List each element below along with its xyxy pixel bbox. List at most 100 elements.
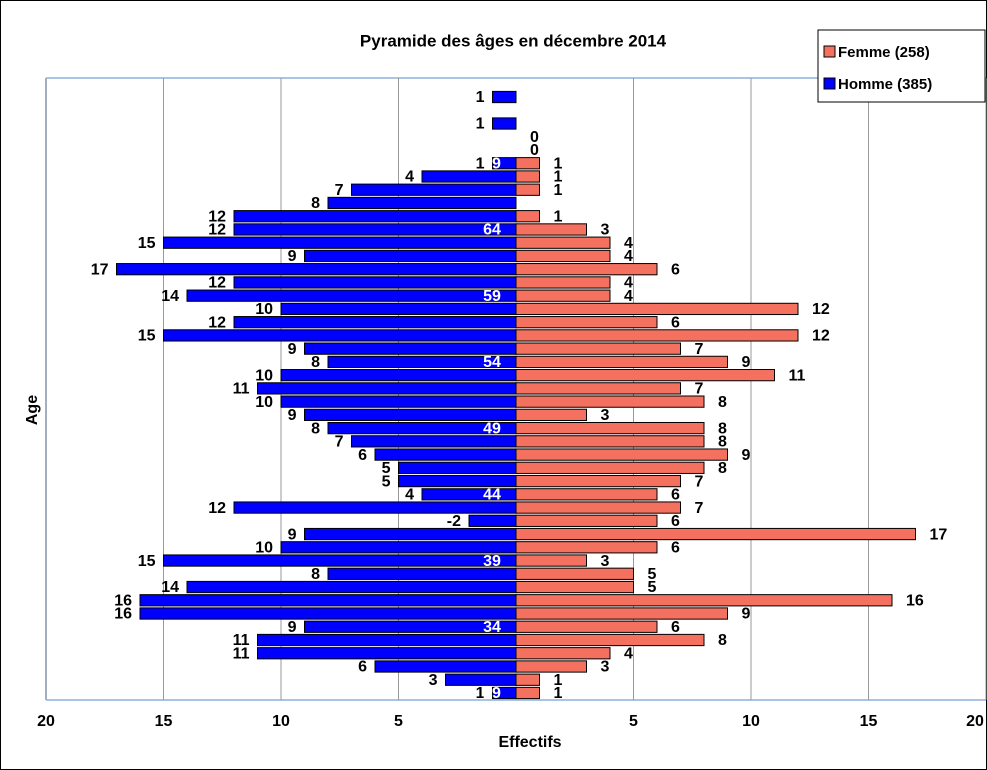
bar <box>515 421 705 435</box>
legend <box>817 29 986 103</box>
bar <box>515 594 893 607</box>
bar <box>421 488 517 501</box>
bar <box>257 633 517 647</box>
data-label: 17 <box>930 526 948 543</box>
data-label: 3 <box>601 553 610 570</box>
y-tick-label: 44 <box>483 487 501 504</box>
data-label: 0 <box>530 142 539 159</box>
data-label: 4 <box>624 288 633 305</box>
bar <box>515 567 634 580</box>
x-tick-label: 5 <box>629 713 638 730</box>
x-tick-label: 10 <box>272 713 290 730</box>
bar <box>186 580 517 594</box>
bar <box>515 686 540 700</box>
bar <box>304 408 517 421</box>
bar <box>163 554 517 567</box>
bar <box>374 448 517 461</box>
data-label: 6 <box>671 619 680 636</box>
data-label: 5 <box>382 460 391 477</box>
bar <box>515 249 611 263</box>
bar <box>515 395 705 408</box>
bar <box>515 170 540 183</box>
bar <box>515 408 587 421</box>
bar <box>515 263 658 276</box>
data-label: 3 <box>601 222 610 239</box>
data-label: 1 <box>476 89 485 106</box>
bar <box>421 170 517 183</box>
bar <box>515 236 611 249</box>
legend-swatch <box>823 77 836 90</box>
bar <box>515 448 728 461</box>
data-label: 14 <box>161 579 179 596</box>
data-label: 7 <box>695 341 704 358</box>
bar <box>233 210 517 223</box>
bar <box>233 223 517 236</box>
data-label: 12 <box>208 314 226 331</box>
data-label: 5 <box>382 473 391 490</box>
data-label: 9 <box>742 447 751 464</box>
bar <box>233 316 517 329</box>
data-label: 4 <box>405 169 414 186</box>
bar <box>515 514 658 527</box>
data-label: 8 <box>311 354 320 371</box>
data-label: 16 <box>906 592 924 609</box>
y-tick-label: 49 <box>483 420 501 437</box>
data-label: 6 <box>671 261 680 278</box>
data-label: 7 <box>335 434 344 451</box>
data-label: 6 <box>358 447 367 464</box>
data-label: 11 <box>789 367 806 384</box>
data-label: 7 <box>695 381 704 398</box>
data-label: 8 <box>718 460 727 477</box>
y-axis-label: Age <box>24 395 41 425</box>
bar <box>280 369 517 382</box>
bar <box>398 474 517 488</box>
bar <box>515 355 728 369</box>
bar <box>515 501 681 514</box>
y-tick-label: 69 <box>483 155 501 172</box>
data-label: 4 <box>624 275 633 292</box>
bar <box>515 527 916 541</box>
data-label: 6 <box>358 659 367 676</box>
bar <box>515 302 799 316</box>
data-label: 6 <box>671 513 680 530</box>
bar <box>327 355 517 369</box>
bar <box>398 461 517 474</box>
data-label: 9 <box>288 619 297 636</box>
bar <box>515 607 728 620</box>
data-label: 10 <box>255 394 273 411</box>
data-label: 1 <box>554 169 563 186</box>
data-label: 11 <box>233 632 250 649</box>
y-tick-label: 29 <box>483 685 501 702</box>
bar <box>304 342 517 355</box>
data-label: 4 <box>624 235 633 252</box>
bar <box>304 527 517 541</box>
legend-label: Homme (385) <box>838 76 932 93</box>
bar <box>304 249 517 263</box>
data-label: 4 <box>405 487 414 504</box>
y-tick-label: 59 <box>483 288 501 305</box>
bar <box>515 488 658 501</box>
bar <box>515 554 587 567</box>
data-label: 1 <box>554 208 563 225</box>
bar <box>515 647 611 660</box>
bar <box>492 686 517 700</box>
data-label: 1 <box>554 155 563 172</box>
data-label: 11 <box>233 645 250 662</box>
data-label: 10 <box>255 301 273 318</box>
data-label: 9 <box>742 354 751 371</box>
bars <box>116 90 916 700</box>
data-label: 10 <box>255 540 273 557</box>
data-label: 7 <box>335 182 344 199</box>
bar <box>492 157 517 170</box>
data-label: 8 <box>718 434 727 451</box>
data-label: 17 <box>91 261 109 278</box>
data-label: 9 <box>288 248 297 265</box>
bar <box>515 223 587 236</box>
bar <box>233 276 517 289</box>
y-tick-label: 54 <box>483 354 501 371</box>
bar <box>351 435 517 448</box>
bar <box>515 660 587 673</box>
data-label: 3 <box>601 407 610 424</box>
bar <box>280 541 517 554</box>
